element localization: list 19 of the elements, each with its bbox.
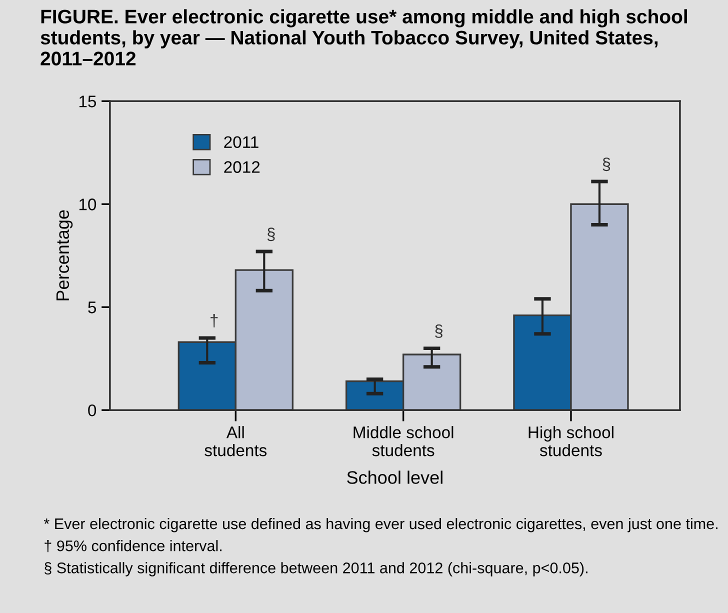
- x-tick-label: High school students: [528, 426, 614, 456]
- data-label: §: [435, 324, 442, 338]
- x-axis-title: School level: [347, 470, 442, 484]
- data-label: §: [602, 158, 610, 172]
- text: § Statistically significant difference between 2011 and 2012 (chi-square, p<0.05).: [44, 562, 588, 576]
- legend-label: 2012: [224, 161, 260, 173]
- y-tick-label: 0: [88, 404, 96, 416]
- y-axis-title: Percentage: [56, 210, 73, 300]
- data-label: †: [210, 314, 218, 328]
- text: † 95% confidence interval.: [44, 540, 222, 552]
- x-tick-label: Middle school students: [354, 426, 454, 456]
- legend-label: 2011: [224, 136, 258, 148]
- y-tick-label: 10: [79, 198, 96, 210]
- x-tick-label: All students: [204, 426, 267, 456]
- y-tick-label: 15: [79, 96, 96, 108]
- text: * Ever electronic cigarette use defined as having ever used electronic cigarettes, even just one time.: [44, 518, 718, 532]
- y-tick-label: 5: [88, 302, 96, 314]
- data-label: §: [267, 228, 275, 242]
- chart-title: FIGURE. Ever electronic cigarette use* among middle and high school students, by year — National Youth Tobacco Survey, United States, 2011–2012: [40, 9, 687, 66]
